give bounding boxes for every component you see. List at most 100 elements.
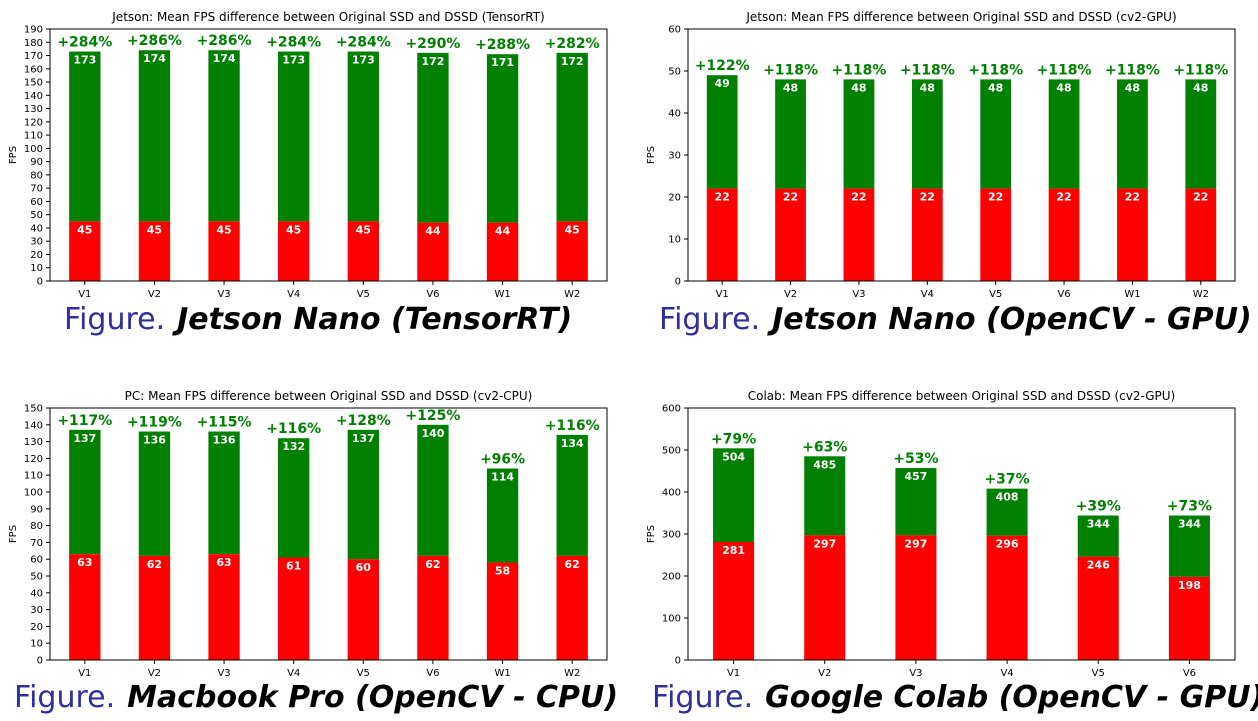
bar-dssd <box>1048 79 1080 189</box>
bar-dssd <box>486 468 519 563</box>
y-tick-label: 140 <box>24 420 43 431</box>
y-tick-label: 0 <box>37 656 43 667</box>
bar-label-total: 173 <box>352 54 375 67</box>
chart-title: Jetson: Mean FPS difference between Orig… <box>745 10 1176 24</box>
bar-label-total: 48 <box>1193 81 1208 94</box>
bar-original <box>556 221 588 281</box>
bar-label-total: 134 <box>561 437 584 450</box>
bar-label-base: 62 <box>565 558 580 571</box>
y-tick-label: 200 <box>662 572 681 583</box>
figure-caption: Figure. Jetson Nano (OpenCV - GPU) <box>659 302 1252 337</box>
chart-title: Colab: Mean FPS difference between Origi… <box>748 389 1176 403</box>
bar-original <box>843 188 875 281</box>
x-tick-label: W2 <box>564 668 580 679</box>
bar-original <box>556 555 588 660</box>
y-tick-label: 190 <box>24 25 43 36</box>
bar-dssd <box>775 79 806 189</box>
bar-label-total: 48 <box>1125 81 1140 94</box>
bar-label-total: 136 <box>143 434 166 447</box>
y-tick-label: 150 <box>24 404 43 415</box>
y-tick-label: 100 <box>662 614 681 625</box>
y-tick-label: 50 <box>30 210 43 221</box>
bar-label-total: 114 <box>491 470 514 483</box>
y-axis-label: FPS <box>8 146 19 164</box>
bar-label-base: 62 <box>147 558 162 571</box>
y-tick-label: 60 <box>30 555 43 566</box>
bar-original <box>1077 556 1119 660</box>
bar-label-total: 48 <box>783 81 798 94</box>
bar-label-base: 246 <box>1087 559 1110 572</box>
bar-label-base: 22 <box>988 191 1003 204</box>
bar-original <box>1168 576 1210 660</box>
bar-original <box>347 221 379 281</box>
bar-original <box>138 555 171 660</box>
gain-label: +116% <box>545 418 600 434</box>
chart-jetson-opencv-gpu: Jetson: Mean FPS difference between Orig… <box>646 10 1236 300</box>
x-tick-label: V4 <box>287 668 300 679</box>
x-tick-label: V5 <box>989 289 1002 300</box>
y-tick-label: 160 <box>24 64 43 75</box>
figure-caption-prefix: Figure. <box>64 302 166 337</box>
bar-label-total: 171 <box>491 56 514 69</box>
bar-label-base: 45 <box>77 223 92 236</box>
bar-label-base: 63 <box>77 556 92 569</box>
bar-label-base: 45 <box>216 223 231 236</box>
figure-caption-prefix: Figure. <box>659 302 761 337</box>
bar-label-base: 297 <box>904 537 927 550</box>
bar-label-total: 174 <box>213 52 236 65</box>
bar-label-total: 132 <box>282 440 305 453</box>
y-tick-label: 170 <box>24 51 43 62</box>
bar-original <box>804 535 846 660</box>
plot-frame <box>687 28 1236 282</box>
x-tick-label: V1 <box>727 668 740 679</box>
bar-original <box>911 188 943 281</box>
gain-label: +125% <box>405 408 460 424</box>
bar-original <box>895 535 937 660</box>
bar-dssd <box>1077 515 1119 557</box>
x-tick-label: V3 <box>852 289 865 300</box>
bar-label-base: 22 <box>920 191 935 204</box>
bar-label-base: 45 <box>356 223 371 236</box>
bar-label-total: 48 <box>920 81 935 94</box>
bar-original <box>486 222 519 281</box>
bar-label-total: 137 <box>73 432 96 445</box>
y-tick-label: 120 <box>24 117 43 128</box>
y-tick-label: 150 <box>24 78 43 89</box>
bar-dssd <box>843 79 875 189</box>
bar-label-base: 22 <box>1056 191 1071 204</box>
bar-original <box>69 221 101 281</box>
y-tick-label: 50 <box>668 67 681 78</box>
bar-dssd <box>417 424 449 556</box>
chart-panel-jetson-tensorrt: Jetson: Mean FPS difference between Orig… <box>0 0 629 360</box>
y-tick-label: 30 <box>668 151 681 162</box>
x-tick-label: V6 <box>1057 289 1070 300</box>
bar-dssd <box>278 51 310 222</box>
bar-original <box>69 554 101 660</box>
bar-label-total: 173 <box>73 54 96 67</box>
bar-label-base: 22 <box>783 191 798 204</box>
gain-label: +63% <box>802 439 847 455</box>
gain-label: +118% <box>1173 62 1228 78</box>
chart-panel-jetson-opencv-gpu: Jetson: Mean FPS difference between Orig… <box>629 0 1258 360</box>
y-tick-label: 20 <box>30 250 43 261</box>
x-tick-label: V3 <box>909 668 922 679</box>
y-tick-label: 50 <box>30 572 43 583</box>
bar-original <box>775 188 806 281</box>
bar-label-total: 140 <box>421 427 444 440</box>
bar-label-total: 172 <box>421 55 444 68</box>
bar-label-total: 344 <box>1087 518 1110 531</box>
bar-dssd <box>69 51 101 222</box>
x-tick-label: V4 <box>287 289 300 300</box>
plot-frame <box>49 28 608 282</box>
bar-dssd <box>713 448 755 542</box>
bar-original <box>1185 188 1217 281</box>
x-tick-label: V1 <box>716 289 729 300</box>
bar-original <box>1117 188 1148 281</box>
bar-original <box>486 562 519 660</box>
bar-label-total: 457 <box>904 470 927 483</box>
y-tick-label: 600 <box>662 404 681 415</box>
bar-original <box>417 555 449 660</box>
x-tick-label: V4 <box>1000 668 1013 679</box>
bar-dssd <box>986 488 1028 536</box>
x-tick-label: V5 <box>357 668 370 679</box>
